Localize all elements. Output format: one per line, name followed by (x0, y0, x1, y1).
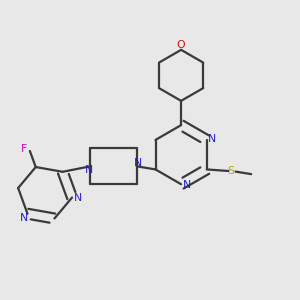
Text: N: N (74, 193, 82, 202)
Text: N: N (85, 165, 93, 175)
Text: N: N (20, 213, 28, 223)
Text: N: N (134, 158, 142, 168)
Text: N: N (183, 180, 191, 190)
Text: S: S (227, 166, 235, 176)
Text: N: N (208, 134, 216, 144)
Text: F: F (21, 144, 27, 154)
Text: O: O (177, 40, 185, 50)
